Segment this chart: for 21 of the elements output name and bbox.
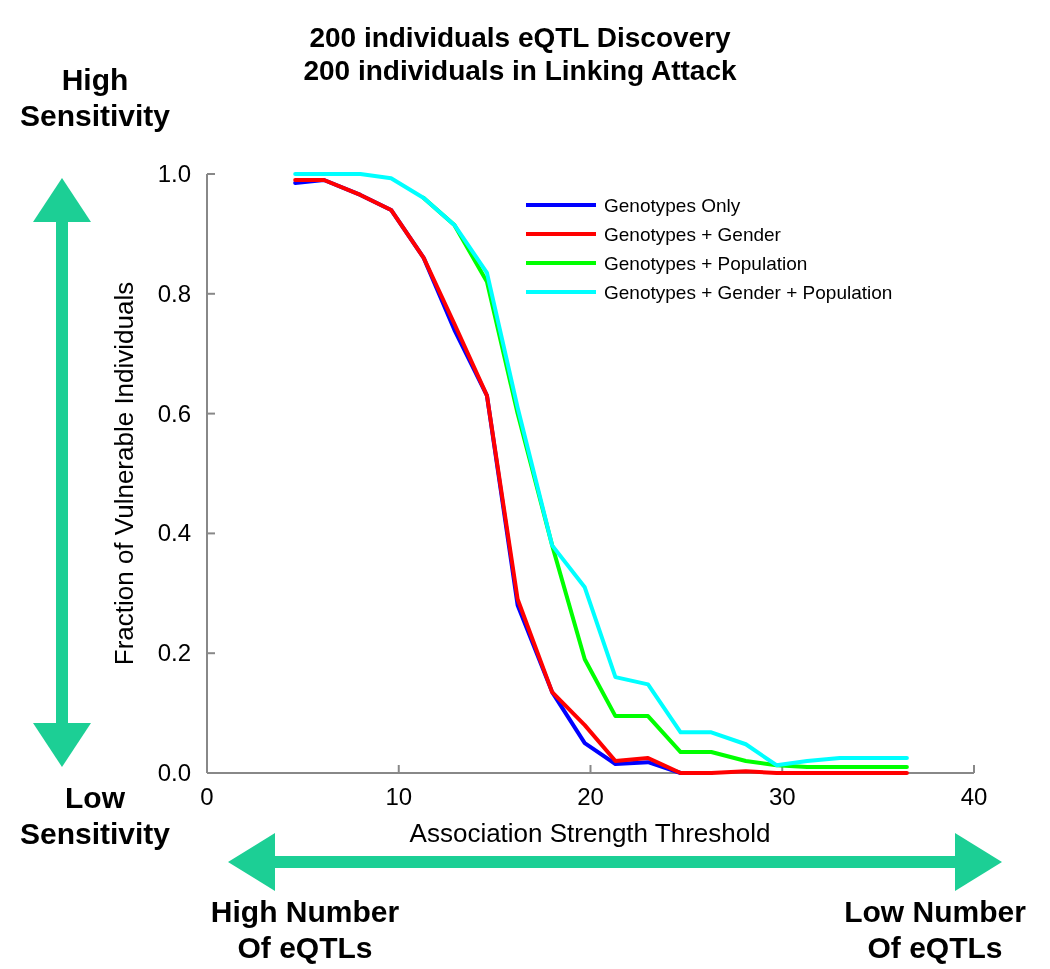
- y-tick-label: 0.6: [157, 399, 191, 427]
- text: High Sensitivity: [19, 63, 171, 132]
- chart-title: 200 individuals eQTL Discovery: [309, 22, 732, 53]
- y-tick-label: 0.8: [157, 279, 191, 307]
- legend-label: Genotypes + Gender + Population: [604, 282, 893, 303]
- y-tick-label: 1.0: [157, 160, 191, 187]
- x-tick-label: 30: [768, 783, 796, 810]
- legend-label: Genotypes + Gender: [604, 224, 782, 245]
- y-tick-label: 0.4: [157, 519, 191, 547]
- legend-label: Genotypes + Population: [604, 253, 808, 274]
- text: Low Number Of eQTLs: [844, 895, 1027, 964]
- x-tick-label: 20: [577, 783, 604, 810]
- x-axis-title: Association Strength Threshold: [409, 818, 771, 848]
- legend-label: Genotypes Only: [604, 195, 741, 216]
- text: High Number Of eQTLs: [210, 895, 400, 964]
- x-tick-label: 10: [385, 783, 413, 810]
- chart-subtitle: 200 individuals in Linking Attack: [303, 55, 737, 86]
- x-tick-label: 40: [960, 783, 988, 810]
- y-tick-label: 0.2: [157, 639, 191, 667]
- y-axis-title: Fraction of Vulnerable Individuals: [109, 281, 139, 666]
- x-tick-label: 0: [200, 783, 214, 810]
